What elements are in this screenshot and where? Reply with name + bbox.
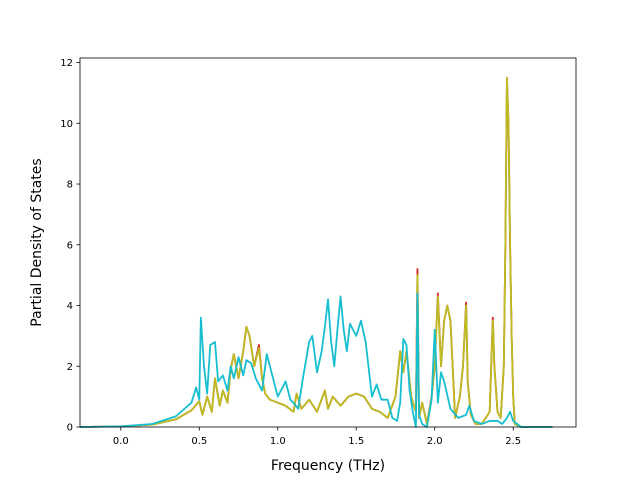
y-tick-label: 12 (60, 58, 73, 69)
y-tick-label: 2 (67, 362, 73, 373)
plot-frame (79, 57, 577, 428)
y-tick-label: 6 (67, 240, 73, 251)
x-tick-label: 1.5 (348, 436, 364, 447)
y-axis: 0 2 4 6 8 10 12 (60, 58, 80, 434)
x-tick-label: 0.0 (113, 436, 129, 447)
y-tick-label: 10 (60, 119, 73, 130)
y-axis-title: Partial Density of States (29, 158, 45, 326)
series-line-3 (79, 292, 553, 428)
x-axis: 0.0 0.5 1.0 1.5 2.0 2.5 (113, 427, 521, 447)
series-line-1 (79, 76, 553, 428)
series-line-2 (79, 76, 553, 428)
series-layer (79, 76, 553, 428)
y-tick-label: 4 (67, 301, 73, 312)
x-tick-label: 1.0 (270, 436, 286, 447)
x-tick-label: 0.5 (191, 436, 207, 447)
x-tick-label: 2.5 (505, 436, 521, 447)
y-tick-label: 8 (67, 180, 73, 191)
x-tick-label: 2.0 (427, 436, 443, 447)
y-tick-label: 0 (67, 423, 73, 434)
x-axis-title: Frequency (THz) (271, 458, 385, 474)
